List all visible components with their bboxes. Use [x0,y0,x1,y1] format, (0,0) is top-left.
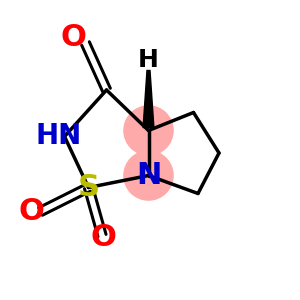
Text: O: O [19,197,44,226]
Text: HN: HN [35,122,82,150]
Text: O: O [91,223,116,251]
Text: N: N [136,161,161,190]
Circle shape [124,106,173,155]
Polygon shape [143,70,154,128]
Circle shape [124,151,173,200]
Text: S: S [77,173,100,202]
Text: O: O [61,23,86,52]
Text: H: H [138,48,159,72]
